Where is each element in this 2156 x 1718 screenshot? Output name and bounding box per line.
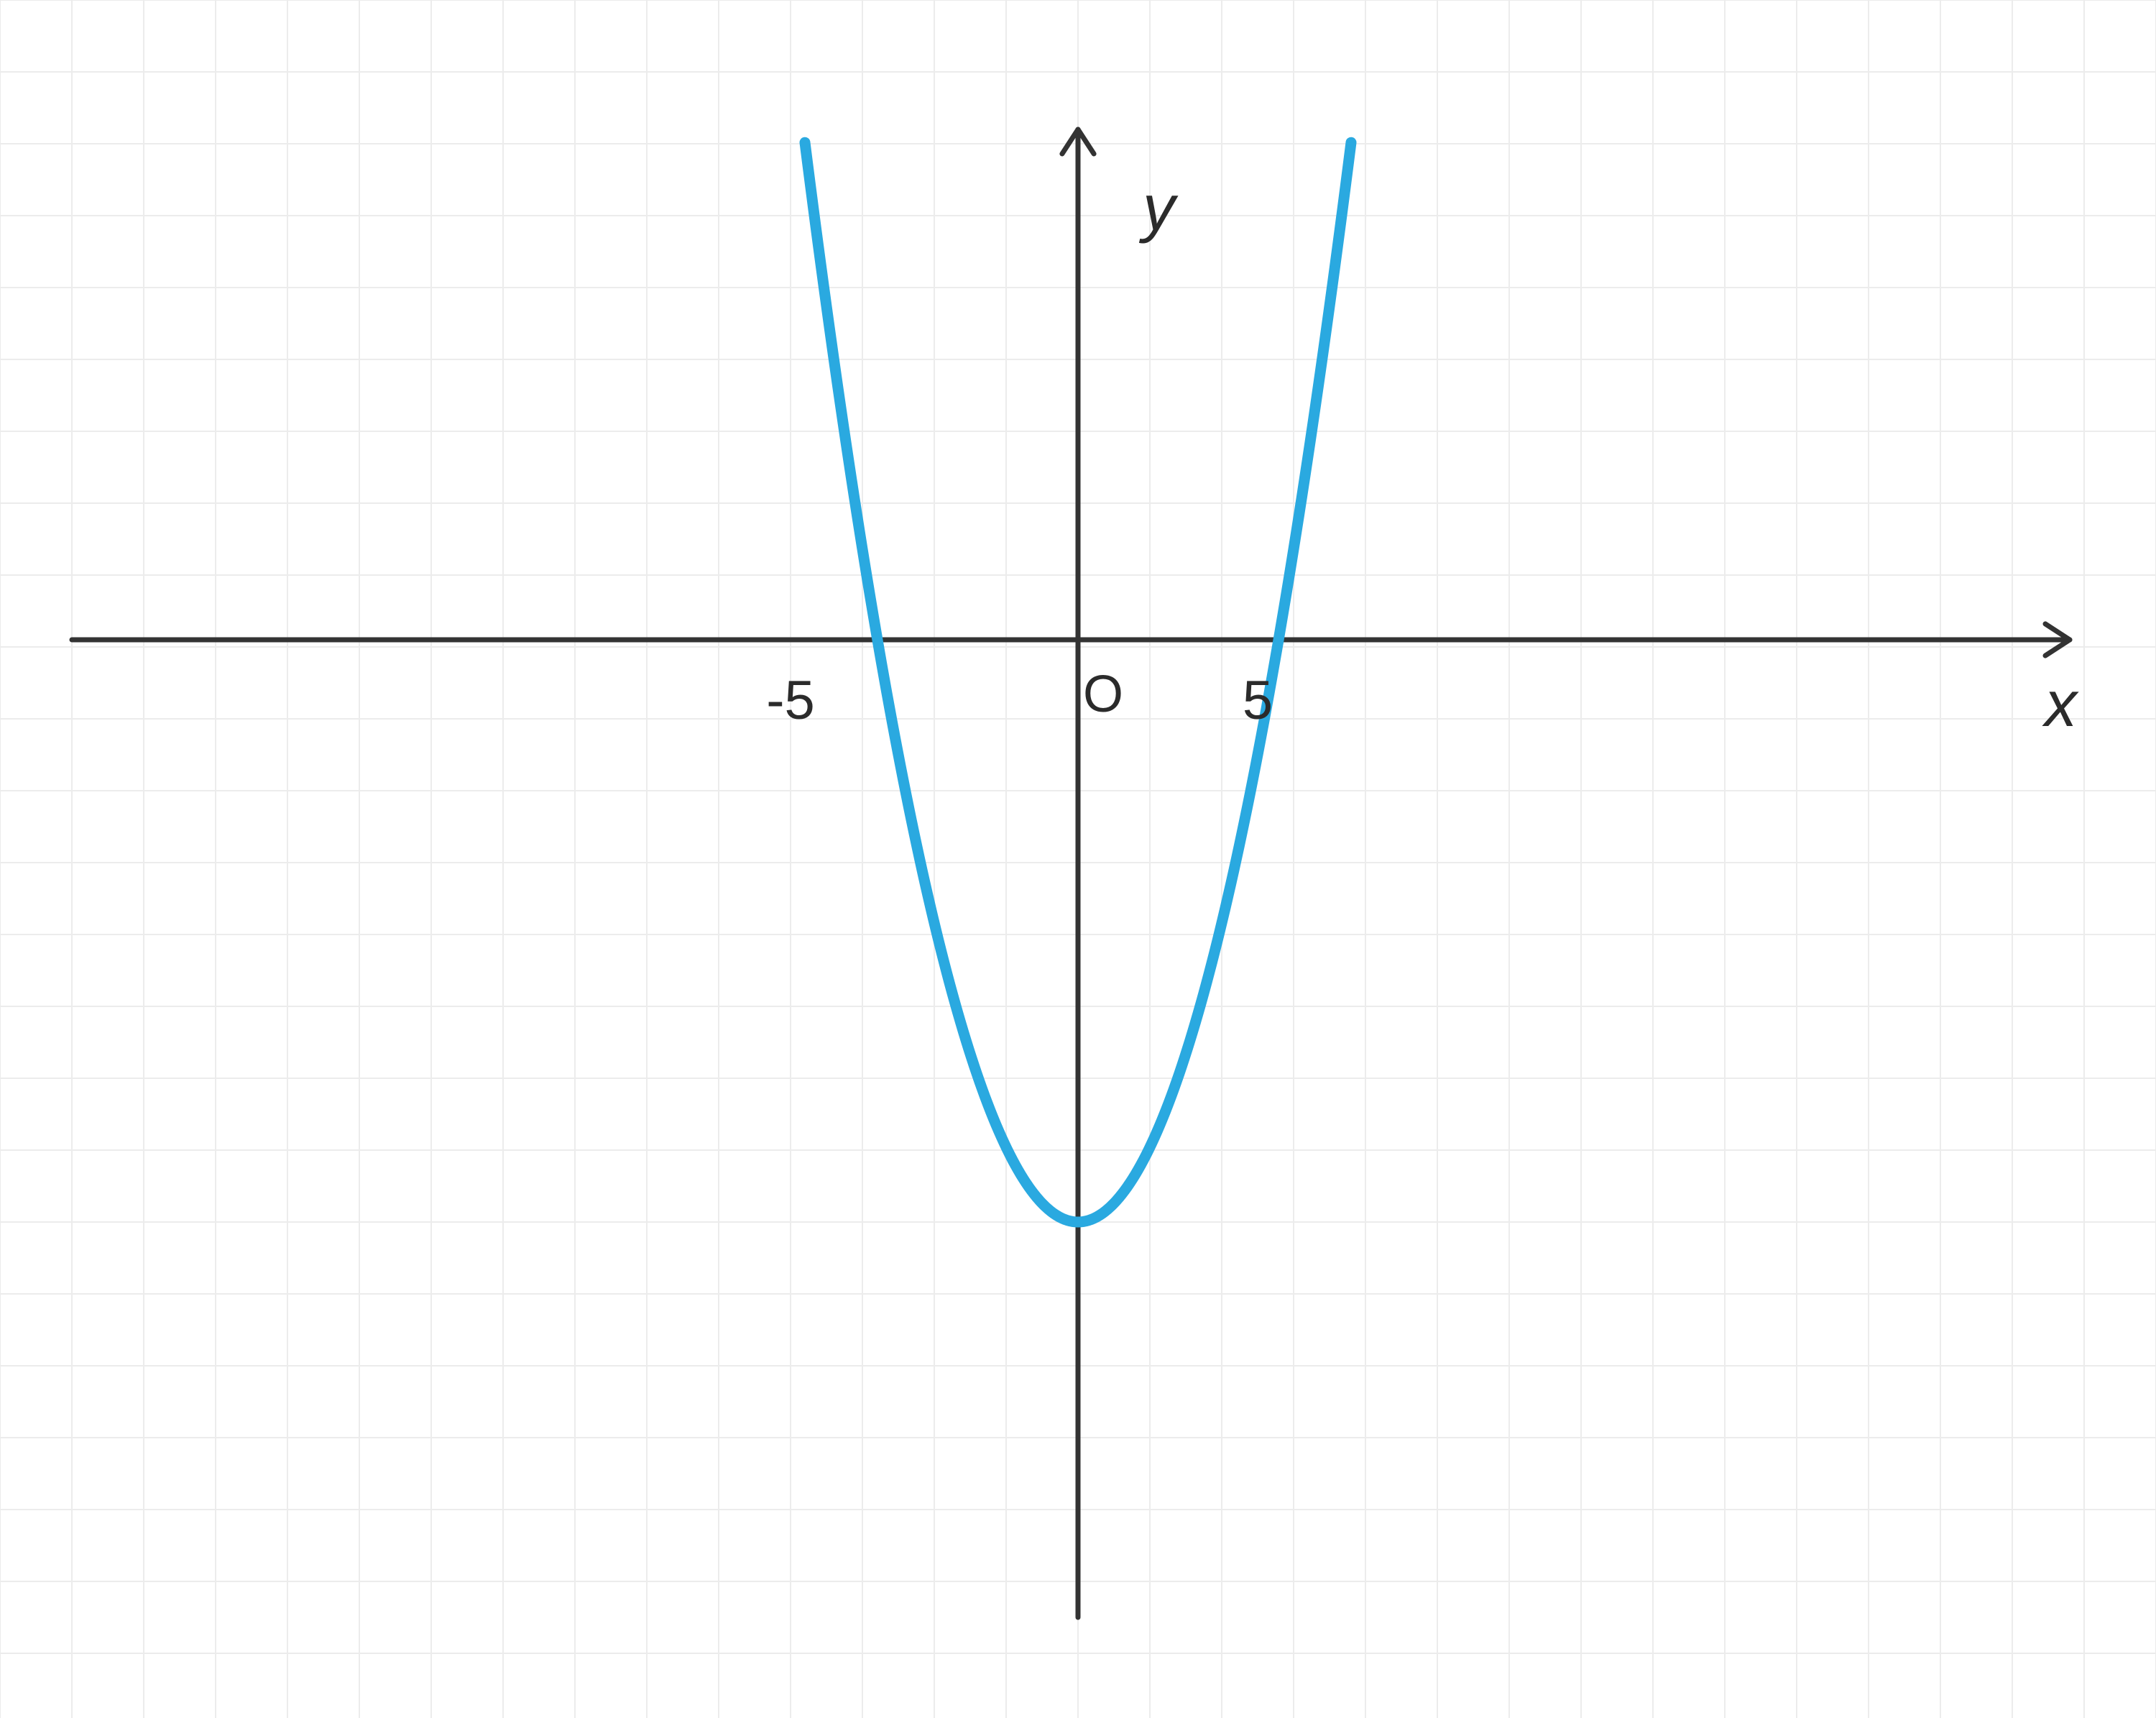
x-tick-label: -5 — [766, 670, 815, 731]
chart-container: -5 5 Ox y — [0, 0, 2156, 1718]
parabola-chart: -5 5 Ox y — [0, 0, 2156, 1718]
x-tick-label: 5 — [1243, 670, 1273, 731]
origin-label: O — [1083, 666, 1123, 723]
x-axis-label: x — [2042, 669, 2079, 740]
y-axis-label: y — [1138, 173, 1179, 244]
